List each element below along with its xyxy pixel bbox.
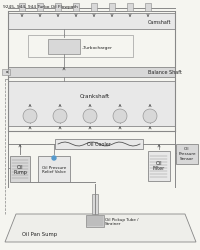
Bar (73, 4, 79, 12)
Bar (175, 144, 197, 164)
Bar (126, 4, 132, 12)
Circle shape (112, 110, 126, 124)
Bar (28, 36, 132, 58)
Text: Oil
Filter: Oil Filter (152, 160, 164, 171)
Bar (91, 4, 97, 12)
Bar (48, 40, 80, 55)
Text: Oil Cooler: Oil Cooler (87, 142, 110, 147)
Bar (55, 140, 142, 149)
Text: –Turbocharger: –Turbocharger (82, 46, 112, 50)
Bar (55, 4, 61, 12)
Circle shape (83, 110, 97, 124)
Bar (147, 152, 169, 181)
Text: Oil Pan Sump: Oil Pan Sump (22, 232, 57, 236)
Bar (108, 4, 114, 12)
Text: Oil Pressure
Relief Valve: Oil Pressure Relief Valve (42, 165, 66, 173)
Text: Oil
Pressure
Sensor: Oil Pressure Sensor (177, 147, 195, 160)
Polygon shape (5, 214, 195, 242)
Bar (37, 4, 43, 12)
Text: 9245, 944, 944 Turbo Oil Flowpath: 9245, 944, 944 Turbo Oil Flowpath (3, 5, 77, 9)
Bar (2, 70, 10, 76)
Bar (8, 68, 174, 78)
Bar (8, 14, 174, 30)
Bar (8, 82, 174, 126)
Bar (92, 194, 98, 214)
Text: Balance Shaft: Balance Shaft (147, 70, 181, 75)
Bar (144, 4, 150, 12)
Bar (86, 215, 103, 227)
Circle shape (53, 110, 67, 124)
Circle shape (23, 110, 37, 124)
Text: Camshaft: Camshaft (147, 20, 171, 24)
Circle shape (142, 110, 156, 124)
Bar (10, 156, 30, 182)
Text: Oil Pickup Tube /
Strainer: Oil Pickup Tube / Strainer (104, 217, 138, 226)
Text: Crankshaft: Crankshaft (80, 93, 110, 98)
Circle shape (52, 156, 56, 160)
Bar (38, 156, 70, 182)
Bar (19, 4, 25, 12)
Text: Oil
Pump: Oil Pump (13, 164, 27, 175)
